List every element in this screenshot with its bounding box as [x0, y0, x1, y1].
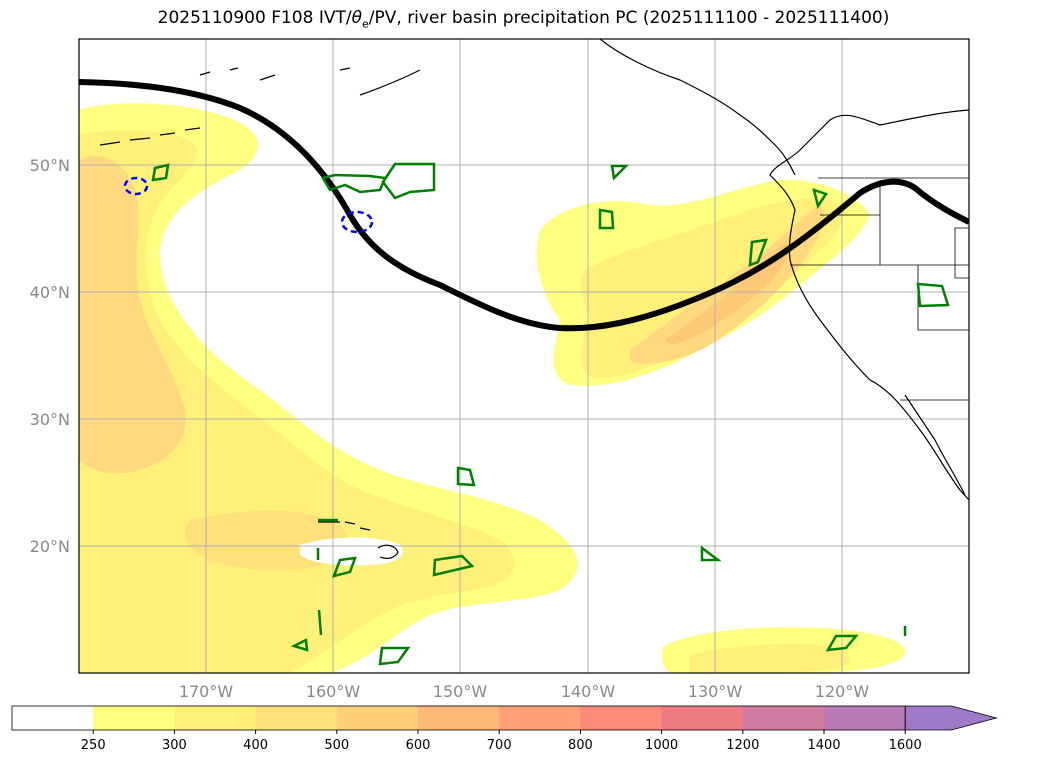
precip-outline-5: [598, 208, 615, 230]
colorbar-frame: [11, 705, 906, 731]
precip-outline-3: [381, 162, 436, 200]
lat-labels: 50°N 40°N 30°N 20°N: [30, 156, 70, 556]
ivt-shading: [79, 103, 906, 673]
precip-outline-12: [432, 554, 475, 577]
colorbar-label: 1200: [726, 738, 759, 753]
precip-outline-16: [378, 646, 411, 666]
colorbar-segment: [661, 706, 744, 730]
map-frame: [78, 38, 970, 674]
coast-alaska-small: [199, 67, 421, 96]
pv-line: [79, 79, 969, 332]
colorbar-segment: [174, 706, 257, 730]
colorbar-segment: [418, 706, 500, 730]
colorbar-label: 700: [487, 738, 512, 753]
precip-outline-6: [748, 238, 768, 267]
title-theta: θ: [351, 8, 362, 28]
coastlines: [99, 39, 969, 559]
precip-outline-7: [812, 188, 828, 210]
colorbar-label: 600: [406, 738, 431, 753]
title-theta-sub: e: [362, 17, 369, 31]
precip-outline-4: [610, 164, 630, 181]
colorbar-extend-arrow: [904, 705, 998, 731]
colorbar-segment: [255, 706, 338, 730]
colorbar-segment: [742, 706, 825, 730]
colorbar-label: 250: [81, 738, 106, 753]
colorbar-segment: [12, 706, 94, 730]
precip-outline-2: [321, 173, 387, 194]
lon-label-130: 130°W: [688, 682, 743, 701]
colorbar: 250 300 400 500 600 700 800 1000 1200 1400 1600: [11, 705, 998, 753]
colorbar-label: 500: [324, 738, 349, 753]
precip-outline-17: [825, 634, 859, 652]
gridlines: [79, 39, 969, 673]
ivt-gap-hawaii: [300, 537, 404, 566]
colorbar-segment: [580, 706, 663, 730]
coast-alaska-panhandle: [599, 39, 796, 176]
lon-labels: 170°W 160°W 150°W 140°W 130°W 120°W: [179, 682, 870, 701]
precip-outline-9: [456, 466, 476, 487]
ivt-band-300-southeast: [690, 643, 851, 673]
ivt-band-400-west: [79, 156, 186, 474]
lon-label-160: 160°W: [306, 682, 361, 701]
colorbar-label: 1600: [889, 738, 922, 753]
lon-label-140: 140°W: [561, 682, 616, 701]
low-outline-2: [340, 210, 374, 234]
colorbar-segment: [824, 706, 906, 730]
colorbar-label: 400: [243, 738, 268, 753]
coast-north-america: [769, 109, 969, 501]
colorbar-segment: [336, 706, 419, 730]
colorbar-label: 800: [568, 738, 593, 753]
precip-outline-1: [151, 163, 170, 182]
lon-label-120: 120°W: [815, 682, 870, 701]
lon-label-170: 170°W: [179, 682, 234, 701]
coast-aleutians: [99, 127, 201, 146]
title-suffix: /PV, river basin precipitation PC (20251…: [368, 8, 890, 28]
lat-label-40: 40°N: [30, 283, 70, 302]
lon-label-150: 150°W: [433, 682, 488, 701]
colorbar-label: 1400: [807, 738, 840, 753]
precip-outlines: [151, 162, 950, 666]
coast-baja: [904, 394, 966, 496]
precip-outline-11: [331, 556, 357, 578]
low-outline-1: [123, 176, 149, 196]
lat-label-20: 20°N: [30, 537, 70, 556]
lat-label-50: 50°N: [30, 156, 70, 175]
precip-outline-10: [316, 518, 338, 560]
precip-outline-13: [700, 545, 722, 562]
coast-hawaii: [318, 521, 399, 559]
precip-outline-14: [290, 638, 309, 652]
title-prefix: 2025110900 F108 IVT/: [157, 8, 352, 28]
colorbar-label: 300: [162, 738, 187, 753]
precip-outline-8: [916, 282, 950, 308]
low-outlines: [123, 176, 374, 234]
lat-label-30: 30°N: [30, 410, 70, 429]
colorbar-label: 1000: [645, 738, 678, 753]
precip-outline-15: [317, 609, 323, 636]
colorbar-segment: [499, 706, 581, 730]
chart-title: 2025110900 F108 IVT/θe/PV, river basin p…: [0, 8, 1047, 30]
colorbar-segment: [93, 706, 175, 730]
